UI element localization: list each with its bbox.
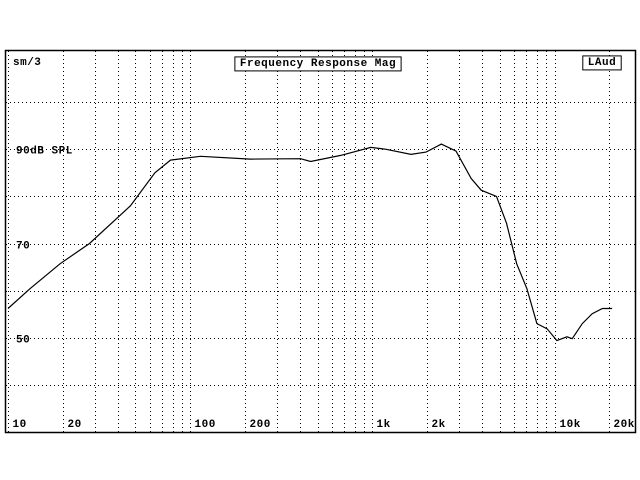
x-tick-label: 1k [377, 419, 391, 431]
x-tick-label: 10k [560, 419, 581, 431]
y-tick-label: 50 [16, 334, 30, 346]
plot-frame [4, 49, 637, 434]
smoothing-label: sm/3 [13, 57, 41, 69]
channel-label: LAud [588, 57, 616, 69]
y-tick-label: 70 [16, 240, 30, 252]
y-tick-label: 90dB SPL [16, 145, 73, 157]
x-tick-label: 100 [195, 419, 216, 431]
x-tick-label: 20k [614, 419, 635, 431]
x-tick-label: 20 [68, 419, 82, 431]
response-curve [7, 143, 613, 342]
title-box [234, 56, 402, 72]
channel-box [582, 55, 622, 71]
x-tick-label: 2k [432, 419, 446, 431]
x-tick-label: 10 [13, 419, 27, 431]
chart-title: Frequency Response Mag [240, 58, 396, 70]
x-tick-label: 200 [250, 419, 271, 431]
